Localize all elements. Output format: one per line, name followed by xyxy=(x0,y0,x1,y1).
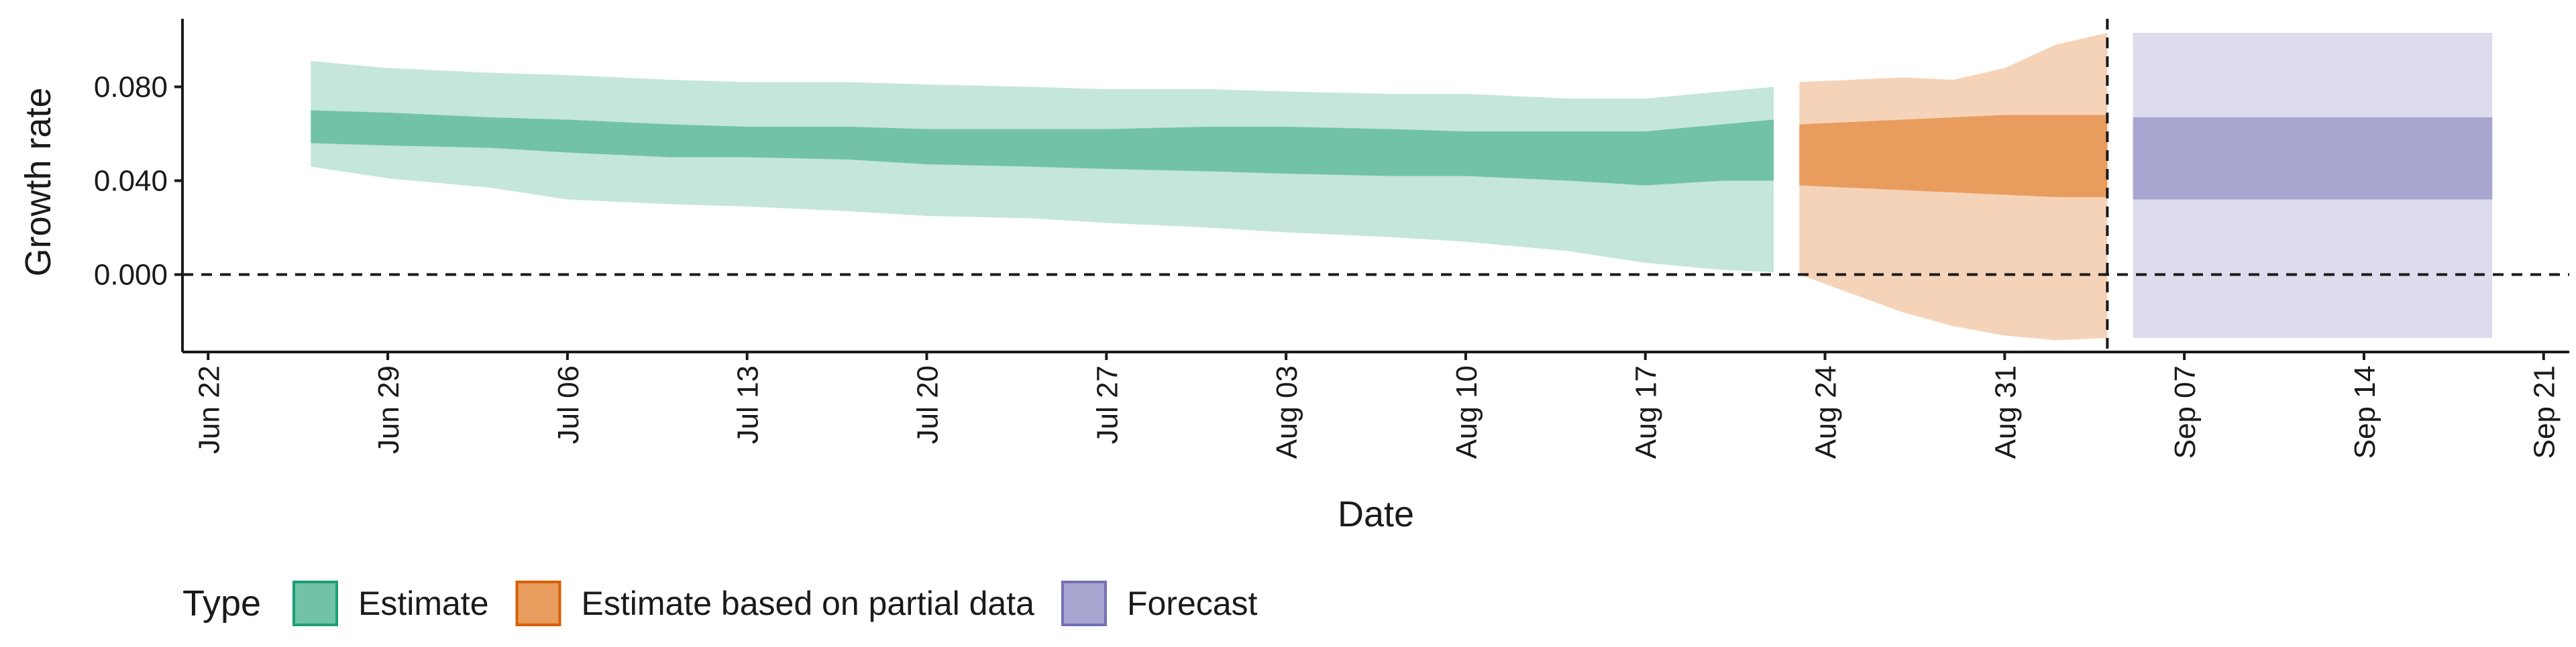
estimate-based-on-partial-data-inner-band xyxy=(1799,115,2108,197)
x-axis-ticks: Jun 22 Jun 29 Jul 06 Jul 13 Jul 20 Jul 27 Aug … xyxy=(193,352,2561,459)
legend-label-estimate-based-on-partial-data: Estimate based on partial data xyxy=(582,585,1035,622)
legend-label-estimate: Estimate xyxy=(358,585,489,622)
x-tick-label: Sep 21 xyxy=(2528,365,2561,459)
estimate-inner-band xyxy=(311,110,1774,186)
x-tick-label: Jun 22 xyxy=(193,365,225,454)
x-tick-label: Aug 24 xyxy=(1810,365,1843,459)
y-tick-label: 0.040 xyxy=(94,165,168,198)
x-axis-title: Date xyxy=(1338,494,1414,534)
x-tick-label: Aug 03 xyxy=(1271,365,1303,459)
y-tick-label: 0.080 xyxy=(94,71,168,104)
x-tick-label: Aug 17 xyxy=(1630,365,1663,459)
legend-swatch-estimate xyxy=(292,581,338,626)
reference-lines xyxy=(182,19,2569,352)
legend-swatch-forecast xyxy=(1061,581,1107,626)
x-tick-label: Jul 27 xyxy=(1091,365,1124,444)
legend-label-forecast: Forecast xyxy=(1127,585,1258,622)
legend: Type Estimate Estimate based on partial da… xyxy=(182,581,1258,626)
x-tick-label: Sep 07 xyxy=(2169,365,2202,459)
x-tick-label: Jun 29 xyxy=(372,365,405,454)
y-axis-ticks: 0.000 0.040 0.080 xyxy=(94,71,182,292)
x-tick-label: Aug 10 xyxy=(1450,365,1483,459)
bands-layer xyxy=(311,33,2493,341)
y-axis-title: Growth rate xyxy=(18,87,58,276)
x-tick-label: Aug 31 xyxy=(1989,365,2022,459)
legend-title: Type xyxy=(182,583,261,624)
x-tick-label: Jul 13 xyxy=(732,365,765,444)
y-tick-label: 0.000 xyxy=(94,259,168,292)
x-tick-label: Jul 06 xyxy=(552,365,585,444)
legend-swatch-estimate-based-on-partial-data xyxy=(515,581,561,626)
forecast-inner-band xyxy=(2133,117,2493,200)
x-tick-label: Jul 20 xyxy=(911,365,944,444)
axes xyxy=(181,19,2569,353)
x-tick-label: Sep 14 xyxy=(2349,365,2381,459)
